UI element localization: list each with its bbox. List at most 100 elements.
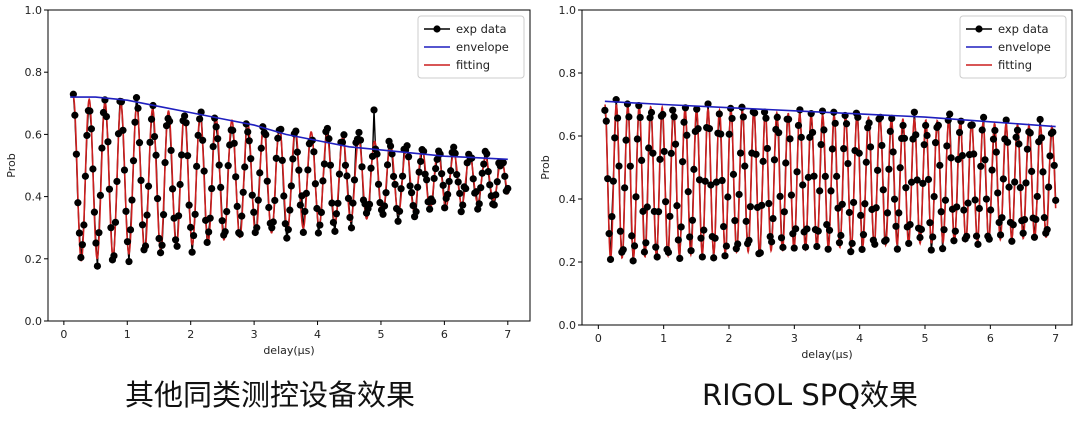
exp-data-point: [735, 190, 743, 199]
exp-data-point: [110, 252, 118, 260]
exp-data-point: [135, 139, 144, 147]
exp-data-point: [184, 152, 192, 160]
exp-data-point: [782, 159, 790, 167]
exp-data-point: [633, 135, 641, 143]
exp-data-point: [686, 233, 694, 241]
exp-data-point: [69, 90, 77, 98]
exp-data-point: [704, 100, 712, 108]
exp-data-point: [694, 125, 702, 133]
exp-data-point: [666, 212, 674, 220]
exp-data-point: [842, 120, 851, 128]
exp-data-point: [200, 167, 208, 175]
exp-data-point: [432, 165, 440, 173]
exp-data-point: [809, 128, 817, 137]
exp-data-point: [768, 238, 776, 246]
exp-data-point: [344, 194, 353, 203]
exp-data-point: [742, 217, 750, 225]
exp-data-point: [656, 155, 664, 163]
exp-data-point: [293, 148, 301, 156]
exp-data-point: [953, 203, 961, 211]
exp-data-point: [190, 231, 198, 240]
exp-data-point: [81, 172, 89, 180]
exp-data-point: [878, 141, 886, 150]
exp-data-point: [1049, 128, 1057, 136]
exp-data-point: [341, 161, 350, 169]
exp-data-point: [623, 100, 632, 108]
exp-data-point: [173, 242, 181, 250]
exp-data-point: [963, 232, 971, 240]
exp-data-point: [900, 134, 909, 142]
exp-data-point: [690, 165, 698, 173]
exp-data-point: [212, 123, 220, 131]
exp-data-point: [647, 108, 656, 117]
exp-data-point: [659, 110, 667, 119]
exp-data-point: [483, 150, 491, 158]
exp-data-point: [888, 114, 896, 123]
exp-data-point: [356, 136, 365, 144]
exp-data-point: [693, 105, 701, 113]
exp-data-point: [153, 195, 162, 203]
exp-data-point: [964, 199, 972, 207]
exp-data-point: [284, 226, 292, 234]
exp-data-point: [643, 203, 651, 211]
exp-data-point: [739, 113, 747, 121]
exp-data-point: [970, 150, 978, 158]
exp-data-point: [673, 202, 681, 210]
exp-data-point: [621, 184, 629, 192]
exp-data-point: [879, 186, 887, 194]
exp-data-point: [825, 226, 834, 234]
exp-data-point: [433, 155, 441, 163]
exp-data-point: [233, 202, 241, 211]
y-tick-label: 0.8: [559, 67, 577, 80]
exp-data-point: [751, 109, 759, 117]
exp-data-point: [215, 161, 223, 169]
exp-data-point: [919, 179, 927, 187]
exp-data-point: [265, 203, 273, 212]
exp-data-point: [349, 199, 357, 207]
exp-data-point: [319, 177, 327, 185]
exp-data-point: [916, 233, 924, 242]
exp-data-point: [447, 167, 455, 175]
y-axis-label: Prob: [540, 155, 552, 179]
exp-data-point: [910, 108, 918, 116]
exp-data-point: [848, 239, 856, 248]
exp-data-point: [453, 171, 461, 179]
exp-data-point: [423, 176, 431, 184]
exp-data-point: [934, 121, 942, 129]
exp-data-point: [695, 176, 704, 184]
exp-data-point: [454, 178, 462, 186]
exp-data-point: [906, 220, 914, 229]
exp-data-point: [1050, 161, 1058, 170]
exp-data-point: [905, 239, 913, 248]
legend-marker: [433, 25, 441, 33]
exp-data-point: [156, 249, 165, 257]
plot-frame: [47, 9, 531, 322]
exp-data-point: [987, 206, 995, 214]
exp-data-point: [1009, 221, 1017, 229]
exp-data-point: [763, 144, 771, 153]
exp-data-point: [256, 169, 264, 177]
exp-data-point: [77, 253, 85, 262]
exp-data-point: [642, 239, 650, 247]
exp-data-point: [89, 165, 97, 173]
exp-data-point: [296, 201, 304, 209]
exp-data-point: [245, 137, 253, 145]
x-tick-label: 4: [856, 332, 863, 345]
legend: exp data envelope fitting: [417, 15, 525, 79]
exp-data-point: [271, 196, 279, 205]
exp-data-point: [429, 197, 437, 206]
exp-data-point: [872, 204, 880, 212]
exp-data-point: [254, 196, 262, 204]
exp-data-point: [459, 201, 467, 209]
exp-data-point: [268, 224, 276, 232]
exp-data-point: [994, 189, 1002, 197]
exp-data-point: [630, 242, 639, 250]
exp-data-point: [218, 217, 226, 225]
exp-data-point: [814, 227, 822, 235]
x-tick-label: 0: [595, 332, 602, 345]
exp-data-point: [388, 150, 396, 158]
exp-data-point: [370, 106, 378, 114]
exp-data-point: [111, 218, 120, 226]
exp-data-point: [439, 181, 447, 189]
exp-data-point: [141, 242, 150, 250]
